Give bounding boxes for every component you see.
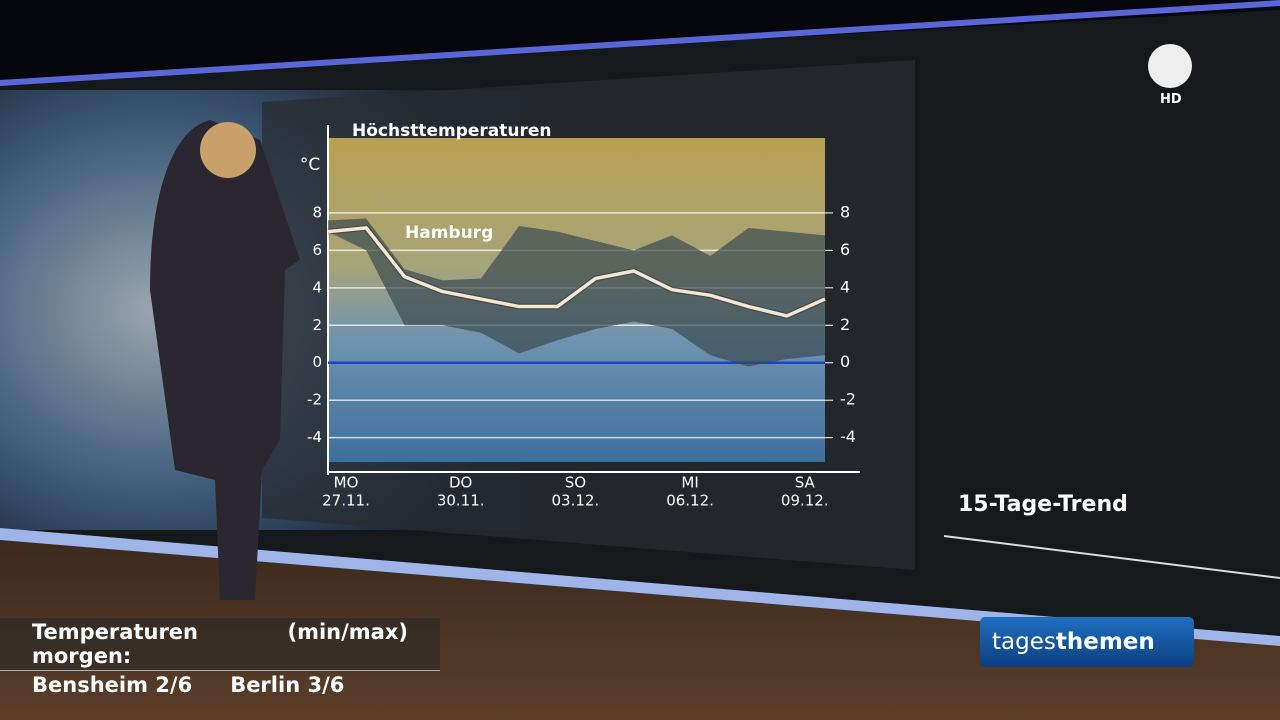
channel-hd: HD xyxy=(1160,92,1182,107)
show-logo-part2: themen xyxy=(1055,629,1155,655)
ticker: Temperaturen morgen: (min/max) Bensheim 2… xyxy=(0,618,440,699)
y-tick-label: 8 xyxy=(312,203,322,221)
series-line xyxy=(327,226,826,318)
x-tick-date: 30.11. xyxy=(437,492,485,510)
ticker-items: Bensheim 2/6 Berlin 3/6 xyxy=(0,671,440,699)
x-tick-label: SA xyxy=(795,474,816,492)
panel-label: 15-Tage-Trend xyxy=(958,492,1128,517)
presenter-head xyxy=(200,122,256,178)
floor xyxy=(0,530,1280,720)
y-tick-label: 4 xyxy=(312,278,322,296)
y2-tick-label: -4 xyxy=(840,427,856,446)
channel-logo xyxy=(1148,44,1192,88)
ticker-heading-row: Temperaturen morgen: (min/max) xyxy=(0,618,440,671)
x-tick-label: MO xyxy=(334,474,359,492)
y2-tick-label: -2 xyxy=(840,390,856,409)
ticker-unit: (min/max) xyxy=(287,620,409,644)
y2-tick-label: 0 xyxy=(840,352,850,371)
y2-tick-label: 4 xyxy=(840,277,850,296)
y-tick-label: 0 xyxy=(312,353,322,371)
y-tick-label: 6 xyxy=(312,241,322,259)
x-tick-label: SO xyxy=(565,474,586,492)
y-tick-label: 2 xyxy=(312,316,322,334)
unit-label: °C xyxy=(300,155,320,175)
ticker-item: Berlin 3/6 xyxy=(230,673,345,697)
y2-tick-label: 8 xyxy=(840,202,850,221)
show-logo: tages themen xyxy=(980,617,1194,667)
ticker-heading: Temperaturen morgen: xyxy=(32,620,199,668)
x-tick-date: 09.12. xyxy=(781,492,829,510)
top-light xyxy=(0,0,1280,86)
series-annotation: Hamburg xyxy=(405,223,493,243)
presenter xyxy=(150,120,300,600)
chart-title: Höchsttemperaturen xyxy=(352,121,552,141)
ticker-item: Bensheim 2/6 xyxy=(32,673,193,697)
x-tick-label: MI xyxy=(681,474,698,492)
x-tick-date: 06.12. xyxy=(666,492,714,510)
x-tick-date: 27.11. xyxy=(322,492,370,510)
x-tick-label: DO xyxy=(449,474,472,492)
y-tick-label: -2 xyxy=(307,391,322,409)
floor-light xyxy=(0,528,1280,646)
panel-rule xyxy=(943,535,1280,579)
show-logo-part1: tages xyxy=(992,629,1056,655)
y2-tick-label: 6 xyxy=(840,240,850,259)
y2-tick-label: 2 xyxy=(840,315,850,334)
y-tick-label: -4 xyxy=(307,428,322,446)
x-tick-date: 03.12. xyxy=(552,492,600,510)
